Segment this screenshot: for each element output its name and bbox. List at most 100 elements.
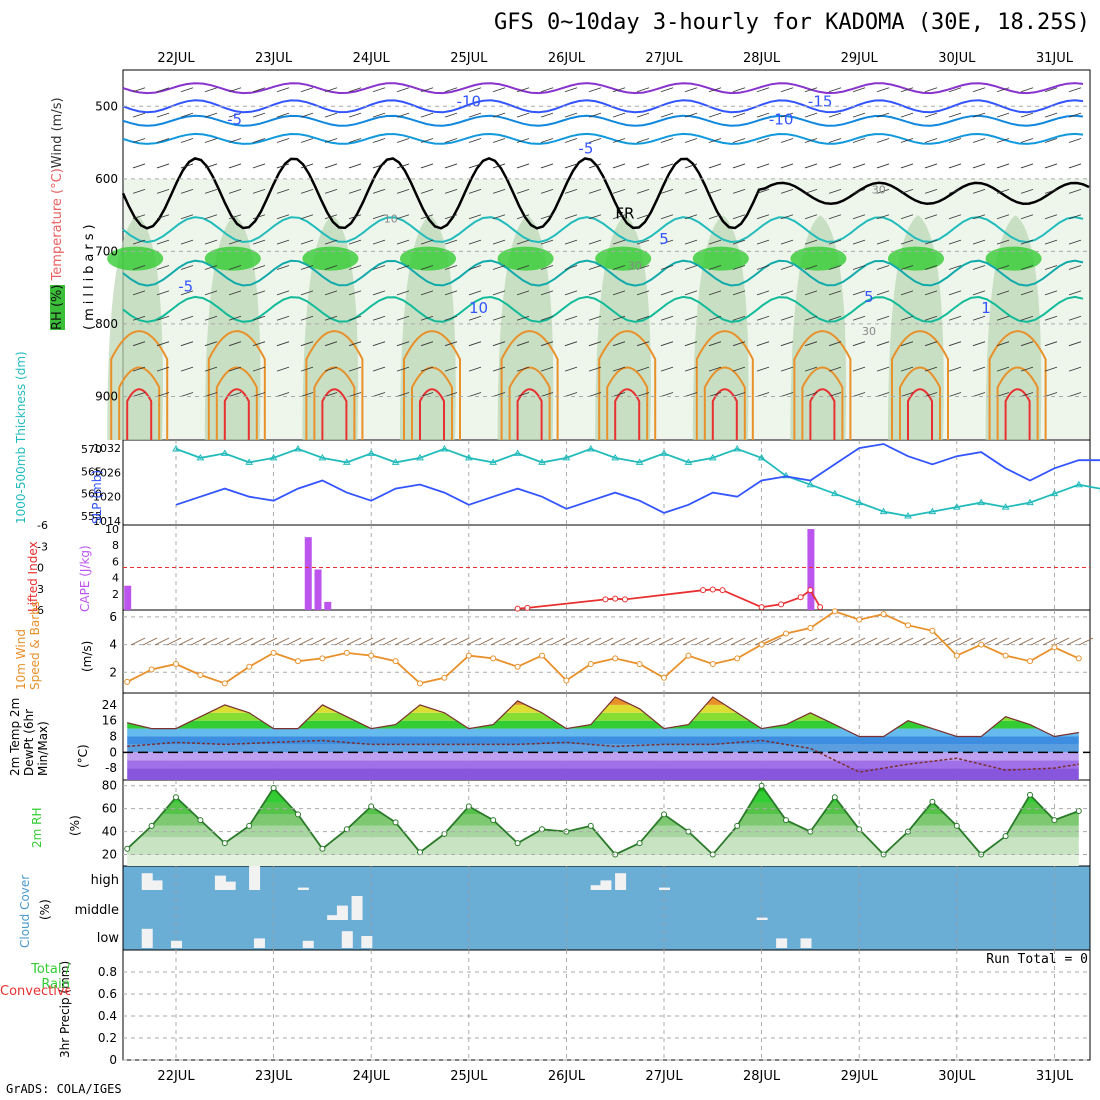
wind10m-speed-point: [392, 658, 399, 665]
wind-barb: [1068, 290, 1082, 296]
rh2m-point: [173, 794, 179, 801]
wind-barb: [588, 366, 602, 372]
wind-barb: [228, 290, 242, 296]
wind-barb: [276, 214, 290, 220]
wind-barb: [324, 163, 338, 169]
wind-barb: [420, 392, 434, 397]
thickness-point: [1050, 489, 1059, 497]
wind-barb: [228, 392, 242, 397]
wind10m-speed-point: [831, 608, 838, 615]
wind10m-barb: [394, 637, 410, 646]
wind-barb: [1044, 392, 1058, 397]
pressure-tick-label: 800: [95, 317, 118, 331]
wind10m-barb: [886, 637, 902, 646]
wind-barb: [540, 366, 554, 372]
wind10m-barb: [238, 637, 254, 646]
lifted-index-point: [778, 601, 785, 608]
wind-barb: [996, 341, 1010, 347]
wind-barb: [564, 188, 578, 194]
wind10m-speed-point: [563, 677, 570, 684]
wind-barb: [420, 239, 434, 245]
thickness-point: [196, 453, 205, 461]
wind-barb: [132, 265, 146, 270]
wind-barb: [300, 366, 314, 372]
wind-barb: [348, 188, 362, 194]
wind-barb: [180, 341, 194, 347]
wind-barb: [420, 290, 434, 296]
wind-barb: [156, 366, 170, 372]
date-label-bottom: 31JUL: [1036, 1069, 1074, 1084]
wind-barb: [204, 392, 218, 397]
wind10m-barb: [322, 637, 338, 646]
wind-barb: [420, 315, 434, 321]
wind-barb: [276, 392, 290, 397]
date-label-top: 22JUL: [157, 51, 195, 66]
wind-barb: [636, 315, 650, 321]
wind-barb: [1020, 265, 1034, 270]
wind-barb: [396, 214, 410, 220]
cloud-bar: [615, 873, 627, 890]
rh2m-point: [929, 798, 936, 805]
wind10m-speed-point: [295, 658, 301, 665]
warm-temperature-contour: [207, 330, 266, 440]
wind-barb: [1020, 87, 1034, 93]
wind-barb: [252, 315, 266, 321]
wind-barb: [1044, 265, 1058, 270]
wind-barb: [540, 138, 554, 143]
wind-barb: [684, 138, 698, 143]
date-label-top: 28JUL: [743, 51, 781, 66]
warm-temperature-contour: [215, 366, 258, 440]
wind-barb: [804, 265, 818, 270]
wind10m-barb: [646, 637, 662, 646]
wind-barb: [972, 188, 986, 194]
wind10m-barb: [658, 637, 674, 646]
rh-shade-high: [302, 246, 359, 271]
wind-barb: [300, 315, 314, 321]
wind10m-barb: [910, 637, 926, 646]
wind10m-barb: [250, 637, 266, 646]
thickness-point: [562, 453, 571, 461]
wind10m-barb: [526, 637, 542, 646]
thickness-point: [879, 507, 888, 515]
warm-temperature-contour: [110, 330, 169, 440]
wind-barb: [468, 392, 482, 397]
wind10m-barb: [154, 637, 170, 646]
wind-barb: [660, 112, 674, 118]
rh-shade-high: [204, 246, 261, 271]
wind-barb: [636, 214, 650, 220]
wind-barb: [684, 315, 698, 321]
wind-barb: [1044, 138, 1058, 143]
wind10m-barb: [1018, 637, 1034, 646]
wind-barb: [780, 87, 794, 93]
thickness-point: [489, 458, 498, 465]
wind-barb: [1044, 239, 1058, 245]
wind-barb: [828, 239, 842, 245]
wind-barb: [252, 239, 266, 245]
wind10m-barb: [142, 637, 158, 646]
wind10m-barb: [694, 637, 710, 646]
wind-barb: [468, 341, 482, 347]
wind-barb: [732, 163, 746, 169]
wind-barb: [564, 392, 578, 397]
wind-barb: [612, 315, 626, 321]
wind-barb: [492, 138, 506, 143]
pressure-tick-label: 600: [95, 172, 118, 186]
wind-barb: [828, 366, 842, 372]
wind-barb: [924, 112, 938, 118]
wind-barb: [468, 87, 482, 93]
wind-barb: [900, 290, 914, 296]
wind-barb: [516, 341, 530, 347]
wind-barb: [1020, 214, 1034, 220]
wind10m-speed-point: [734, 655, 741, 662]
temp2m-tick-label: 24: [102, 698, 117, 712]
lifted-index-point: [817, 604, 824, 611]
wind-barb: [444, 214, 458, 220]
wind-barb: [612, 188, 626, 194]
wind-barb: [300, 163, 314, 169]
pressure-tick-label: 500: [95, 99, 118, 113]
cape-bar: [324, 601, 332, 610]
wind-barb: [1044, 112, 1058, 118]
wind10m-speed-point: [783, 630, 789, 637]
wind10m-barb: [838, 637, 854, 646]
wind-barb: [1044, 163, 1058, 169]
